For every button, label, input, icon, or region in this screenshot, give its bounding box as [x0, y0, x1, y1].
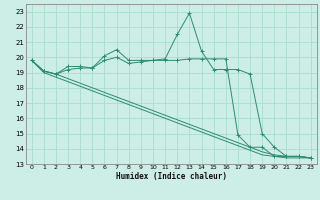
- X-axis label: Humidex (Indice chaleur): Humidex (Indice chaleur): [116, 172, 227, 181]
